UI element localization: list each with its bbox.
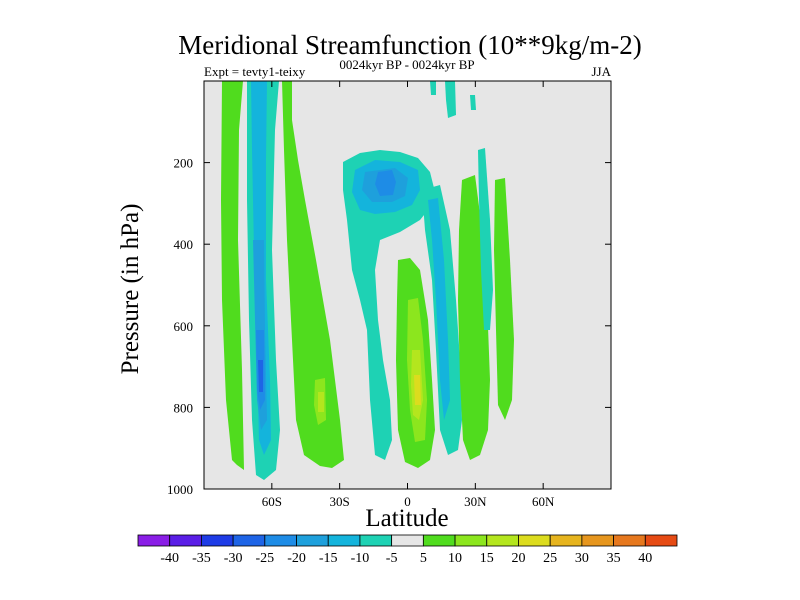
colorbar-label: -30 <box>224 551 243 566</box>
colorbar-label: 40 <box>638 551 652 566</box>
colorbar-swatch <box>644 534 678 547</box>
contour-negative-10 <box>428 198 450 420</box>
colorbar-swatch <box>201 534 234 547</box>
season-label: JJA <box>591 64 611 79</box>
colorbar-label: 5 <box>420 551 427 566</box>
contour-negative-5 <box>445 81 456 118</box>
colorbar-label: 10 <box>448 551 462 566</box>
contour-negative-5 <box>478 148 493 330</box>
x-tick-label: 30S <box>330 494 350 509</box>
colorbar-swatch <box>391 534 424 547</box>
x-tick-label: 60S <box>262 494 282 509</box>
colorbar-label: 35 <box>607 551 621 566</box>
colorbar-label: -25 <box>255 551 274 566</box>
colorbar-label: -40 <box>160 551 179 566</box>
colorbar-swatch <box>581 534 614 547</box>
contour-negative-25 <box>258 360 263 392</box>
colorbar-swatch <box>327 534 361 547</box>
colorbar-swatch <box>549 534 583 547</box>
colorbar-label: -15 <box>319 551 338 566</box>
contour-fill-group <box>221 81 514 480</box>
colorbar-label: -10 <box>351 551 370 566</box>
y-tick-label: 800 <box>174 400 194 415</box>
x-tick-label: 0 <box>404 494 411 509</box>
colorbar-swatch <box>454 534 488 547</box>
colorbar-swatch <box>486 534 519 547</box>
y-tick-label: 600 <box>174 319 194 334</box>
colorbar-label: -5 <box>386 551 398 566</box>
colorbar-swatch <box>359 534 393 547</box>
colorbar-swatch <box>169 534 202 547</box>
contour-negative-20 <box>375 170 396 196</box>
colorbar-label: 20 <box>511 551 525 566</box>
chart-title: Meridional Streamfunction (10**9kg/m-2) <box>178 30 641 60</box>
x-tick-label: 60N <box>532 494 555 509</box>
y-tick-label: 1000 <box>167 482 193 497</box>
contour-positive-20 <box>414 375 421 405</box>
experiment-label: Expt = tevty1-teixy <box>204 64 306 79</box>
colorbar-swatch <box>137 534 171 547</box>
colorbar-label: -20 <box>287 551 306 566</box>
y-tick-label: 400 <box>174 237 194 252</box>
contour-negative-5 <box>430 81 436 95</box>
colorbar-swatch <box>232 534 266 547</box>
period-label: 0024kyr BP - 0024kyr BP <box>339 57 474 72</box>
contour-negative-5 <box>470 95 476 110</box>
y-axis-label: Pressure (in hPa) <box>117 204 144 375</box>
contour-positive-5 <box>221 81 244 470</box>
contour-positive-5 <box>494 178 514 420</box>
y-tick-label: 200 <box>174 156 194 171</box>
contour-positive-15 <box>318 392 324 412</box>
colorbar-label: -35 <box>192 551 211 566</box>
colorbar-label: 30 <box>575 551 589 566</box>
contour-positive-5 <box>282 81 344 468</box>
colorbar-swatch <box>264 534 297 547</box>
colorbar-swatch <box>518 534 551 547</box>
contour-negative-5 <box>343 150 434 460</box>
x-axis-label: Latitude <box>365 505 448 532</box>
colorbar-swatch <box>296 534 329 547</box>
colorbar-swatch <box>613 534 646 547</box>
colorbar-label: 15 <box>480 551 494 566</box>
colorbar-label: 25 <box>543 551 557 566</box>
colorbar-swatch <box>422 534 456 547</box>
x-tick-label: 30N <box>464 494 487 509</box>
